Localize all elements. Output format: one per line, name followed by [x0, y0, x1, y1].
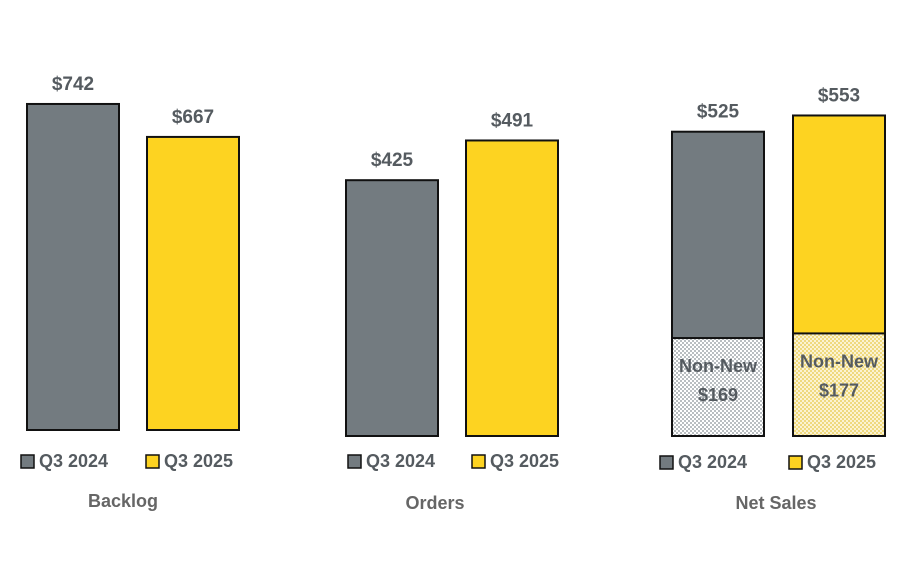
backlog-legend-swatch-q3-2025 [145, 454, 160, 469]
backlog-legend-swatch-q3-2024 [20, 454, 35, 469]
net-sales-legend-label-q3-2024: Q3 2024 [678, 452, 747, 472]
backlog-legend-label-q3-2025: Q3 2025 [164, 451, 233, 471]
net-sales-legend-swatch-q3-2025 [788, 455, 803, 470]
orders-legend-label-q3-2025: Q3 2025 [490, 451, 559, 471]
net-sales-chart-title: Net Sales [735, 493, 816, 513]
net-sales-nonnew-name-q3-2024: Non-New [679, 356, 758, 376]
net-sales-value-label-q3-2025: $553 [818, 85, 860, 106]
orders-legend-swatch-q3-2024 [347, 454, 362, 469]
net-sales-nonnew-segment-q3-2025 [792, 332, 886, 437]
orders-legend-swatch-q3-2025 [471, 454, 486, 469]
net-sales-value-label-q3-2024: $525 [697, 102, 740, 123]
net-sales-nonnew-value-q3-2025: $177 [819, 380, 859, 400]
net-sales-nonnew-name-q3-2025: Non-New [800, 351, 879, 371]
orders-value-label-q3-2025: $491 [491, 110, 534, 131]
net-sales-legend-label-q3-2025: Q3 2025 [807, 452, 876, 472]
orders-value-label-q3-2024: $425 [371, 150, 414, 171]
backlog-chart-title: Backlog [88, 491, 158, 511]
backlog-value-label-q3-2024: $742 [52, 74, 94, 95]
net-sales-nonnew-value-q3-2024: $169 [698, 385, 738, 405]
backlog-bar-q3-2025 [146, 135, 240, 431]
backlog-legend-label-q3-2024: Q3 2024 [39, 451, 108, 471]
net-sales-legend-swatch-q3-2024 [659, 455, 674, 470]
backlog-bar-q3-2024 [26, 102, 120, 431]
orders-chart-title: Orders [405, 493, 464, 513]
backlog-value-label-q3-2025: $667 [172, 107, 214, 128]
orders-bar-q3-2024 [345, 179, 439, 437]
orders-bar-q3-2025 [465, 139, 559, 437]
net-sales-nonnew-segment-q3-2024 [671, 337, 765, 438]
orders-legend-label-q3-2024: Q3 2024 [366, 451, 435, 471]
